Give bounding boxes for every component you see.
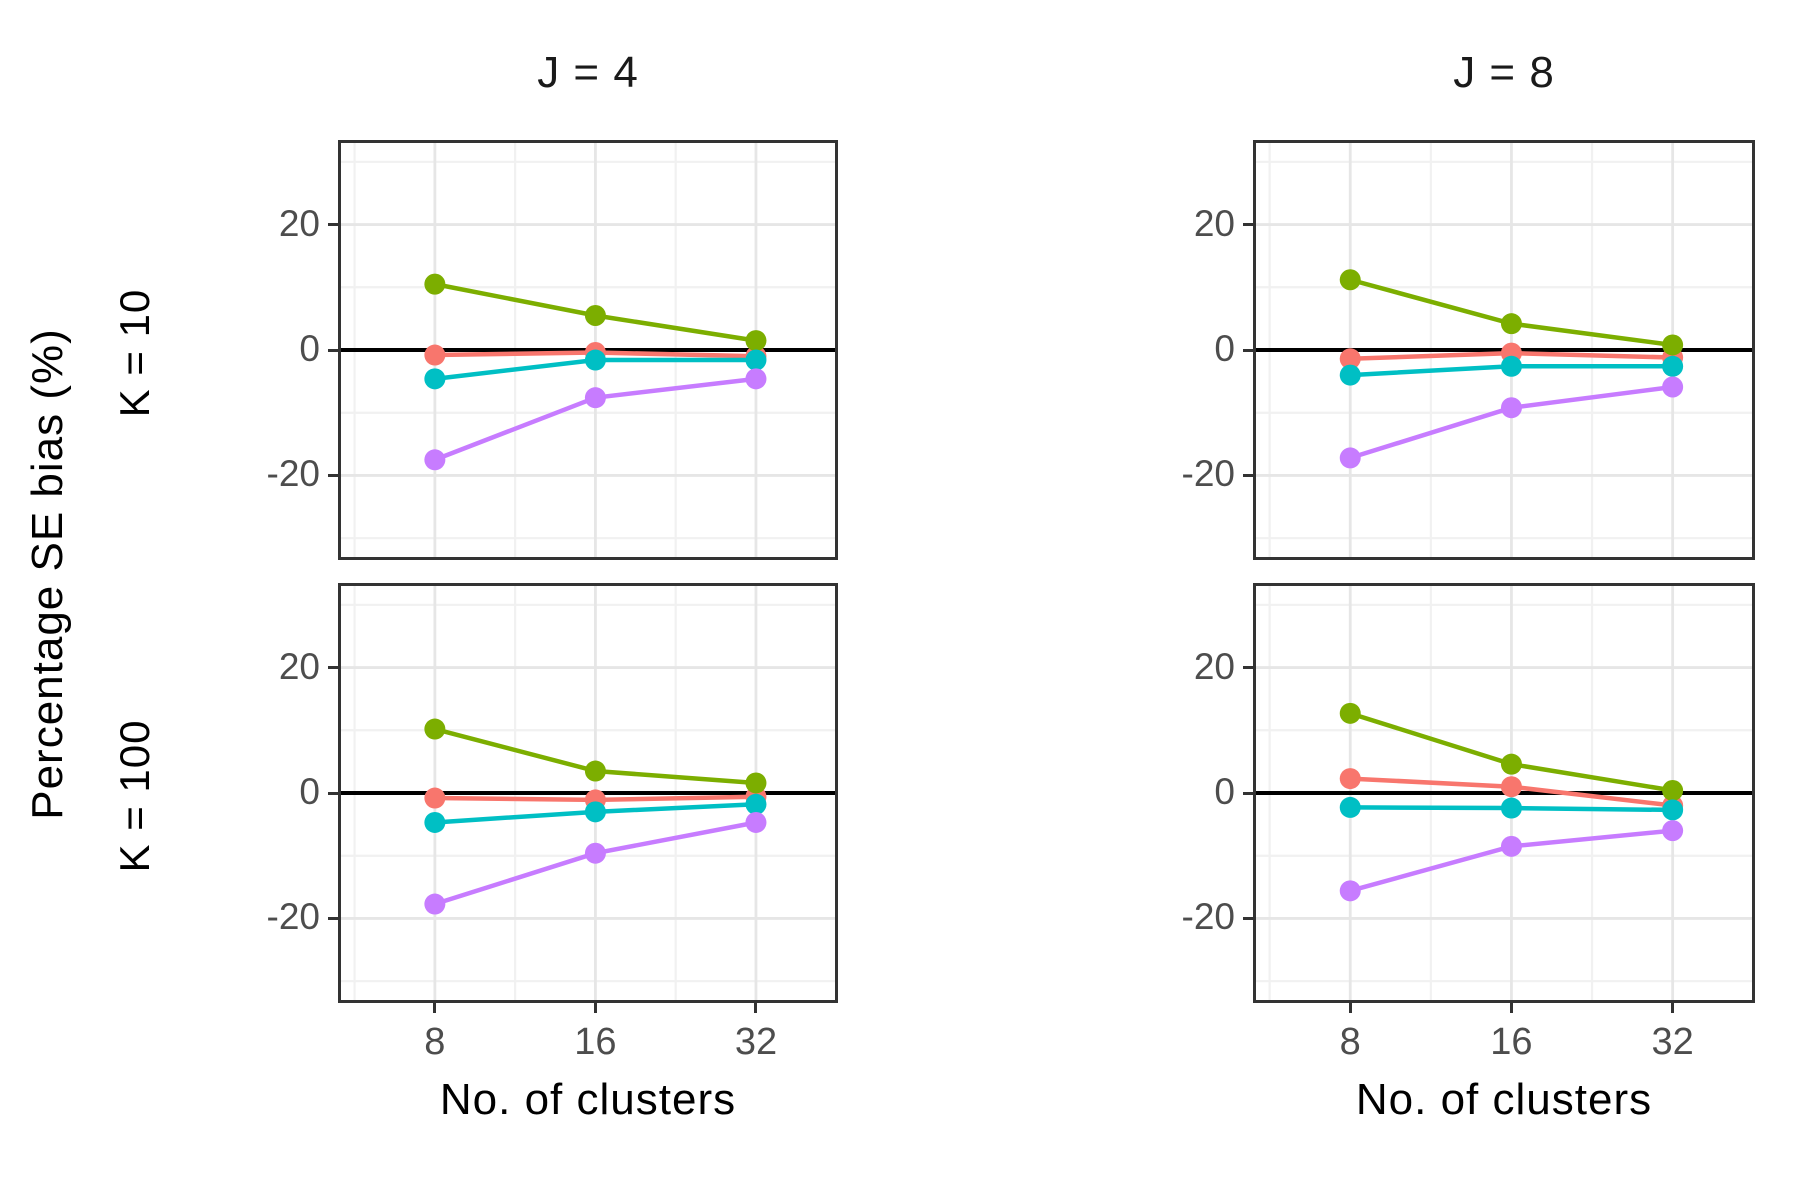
y-tick-mark — [328, 348, 338, 352]
data-point-purple — [424, 893, 446, 915]
data-point-red — [424, 787, 446, 809]
y-tick-label: 0 — [1214, 328, 1235, 369]
facet-row-label-k10: K = 10 — [111, 288, 158, 418]
data-point-teal — [745, 349, 767, 371]
data-point-green — [584, 305, 606, 326]
y-tick-mark — [1243, 348, 1253, 352]
y-tick-label: 20 — [278, 645, 320, 687]
y-tick-label: 0 — [299, 771, 320, 812]
x-tick-mark — [433, 1003, 437, 1013]
data-point-purple — [1500, 835, 1522, 857]
x-tick-label: 16 — [574, 1021, 617, 1063]
data-point-red — [424, 344, 446, 366]
y-axis-title: Percentage SE bias (%) — [23, 328, 72, 820]
data-point-teal — [584, 801, 606, 823]
x-tick-mark — [1348, 1003, 1352, 1013]
data-point-teal — [584, 349, 606, 371]
data-point-green — [584, 760, 606, 782]
data-point-teal — [1662, 799, 1684, 821]
data-point-teal — [1500, 355, 1522, 377]
data-point-red — [1500, 776, 1522, 798]
x-tick-mark — [593, 1003, 597, 1013]
facet-col-label-j4: J = 4 — [537, 48, 639, 97]
data-point-green — [1339, 269, 1361, 291]
y-tick-mark — [1243, 791, 1253, 795]
x-tick-mark — [1671, 1003, 1675, 1013]
data-point-purple — [1662, 820, 1684, 842]
panel-j4-k100 — [338, 583, 838, 1003]
data-point-purple — [584, 842, 606, 864]
y-tick-label: -20 — [266, 896, 320, 938]
y-tick-label: 20 — [1193, 202, 1235, 244]
data-point-red — [1339, 348, 1361, 370]
x-tick-label: 8 — [424, 1021, 446, 1063]
data-point-purple — [424, 449, 446, 471]
y-tick-label: -20 — [1181, 453, 1235, 495]
panel-plot-area — [1256, 586, 1752, 1000]
data-point-teal — [1500, 797, 1522, 819]
data-point-purple — [1662, 376, 1684, 398]
y-tick-mark — [328, 666, 338, 670]
x-tick-mark — [1509, 1003, 1513, 1013]
y-tick-mark — [1243, 473, 1253, 477]
x-tick-label: 16 — [1490, 1021, 1533, 1063]
panel-plot-area — [341, 143, 835, 557]
data-point-green — [1662, 334, 1684, 356]
data-point-red — [1339, 768, 1361, 790]
facet-col-label-j8: J = 8 — [1453, 48, 1555, 97]
y-tick-label: -20 — [1181, 896, 1235, 938]
y-tick-mark — [1243, 223, 1253, 227]
data-point-green — [1662, 779, 1684, 801]
facet-row-label-k100: K = 100 — [111, 719, 158, 873]
data-point-green — [1500, 313, 1522, 335]
data-point-teal — [424, 811, 446, 833]
x-tick-label: 8 — [1339, 1021, 1361, 1063]
data-point-green — [424, 718, 446, 740]
y-tick-label: 0 — [299, 328, 320, 369]
panel-plot-area — [341, 586, 835, 1000]
data-point-teal — [1339, 364, 1361, 386]
y-tick-label: -20 — [266, 453, 320, 495]
data-point-purple — [584, 387, 606, 409]
data-point-teal — [1662, 355, 1684, 377]
data-point-teal — [745, 793, 767, 815]
data-point-green — [745, 772, 767, 794]
x-tick-label: 32 — [734, 1021, 778, 1063]
y-tick-label: 20 — [1193, 645, 1235, 687]
data-point-purple — [1339, 880, 1361, 902]
y-tick-mark — [1243, 916, 1253, 920]
x-tick-mark — [754, 1003, 758, 1013]
panel-j4-k10 — [338, 140, 838, 560]
y-tick-label: 0 — [1214, 771, 1235, 812]
y-tick-mark — [1243, 666, 1253, 670]
data-point-purple — [1500, 397, 1522, 419]
panel-plot-area — [1256, 143, 1752, 557]
data-point-green — [745, 330, 767, 352]
x-tick-label: 32 — [1651, 1021, 1694, 1063]
y-tick-mark — [328, 473, 338, 477]
panel-j8-k10 — [1253, 140, 1755, 560]
data-point-green — [424, 273, 446, 295]
data-point-purple — [1339, 447, 1361, 469]
y-tick-mark — [328, 223, 338, 227]
x-axis-title-left: No. of clusters — [439, 1075, 737, 1124]
data-point-purple — [745, 811, 767, 833]
x-axis-title-right: No. of clusters — [1355, 1075, 1653, 1124]
data-point-green — [1339, 702, 1361, 724]
data-point-green — [1500, 753, 1522, 775]
y-tick-mark — [328, 791, 338, 795]
y-tick-label: 20 — [278, 202, 320, 244]
data-point-teal — [424, 368, 446, 390]
panel-j8-k100 — [1253, 583, 1755, 1003]
data-point-purple — [745, 368, 767, 390]
y-tick-mark — [328, 916, 338, 920]
data-point-teal — [1339, 796, 1361, 818]
